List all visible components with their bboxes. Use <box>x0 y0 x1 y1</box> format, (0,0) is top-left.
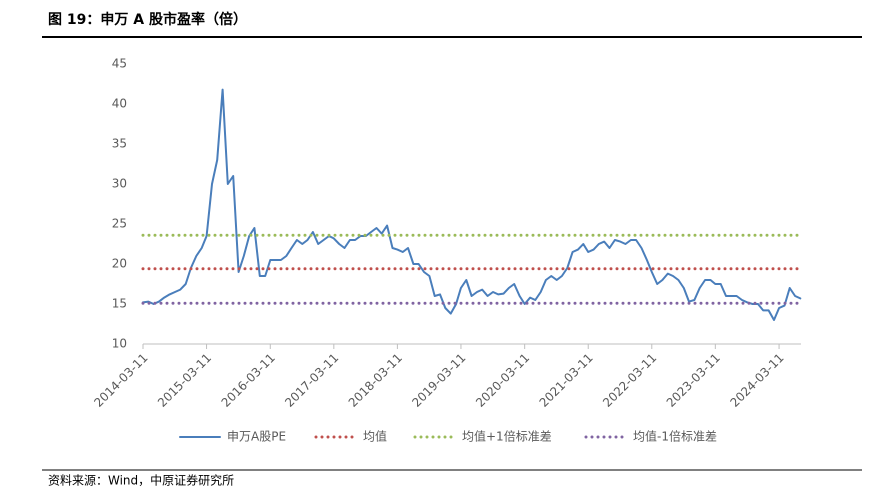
x-tick-label: 2021-03-11 <box>537 351 596 410</box>
x-tick-label: 2024-03-11 <box>727 351 786 410</box>
chart-title: 图 19：申万 A 股市盈率（倍） <box>48 11 247 28</box>
y-tick-label: 45 <box>112 57 127 71</box>
x-tick-label: 2020-03-11 <box>473 351 532 410</box>
legend-label: 均值-1倍标准差 <box>633 429 717 444</box>
x-tick-label: 2015-03-11 <box>155 351 214 410</box>
x-tick-label: 2023-03-11 <box>664 351 723 410</box>
legend-label: 均值+1倍标准差 <box>462 429 552 444</box>
y-tick-label: 20 <box>112 257 127 271</box>
y-tick-label: 10 <box>112 337 127 351</box>
y-tick-label: 25 <box>112 217 127 231</box>
y-tick-label: 15 <box>112 297 127 311</box>
x-tick-label: 2014-03-11 <box>91 351 150 410</box>
legend-label: 申万A股PE <box>227 430 286 444</box>
x-tick-label: 2017-03-11 <box>282 351 341 410</box>
source: 资料来源：Wind，中原证券研究所 <box>48 473 234 488</box>
x-tick-label: 2022-03-11 <box>600 351 659 410</box>
y-tick-label: 40 <box>112 97 127 111</box>
y-tick-label: 35 <box>112 137 127 151</box>
x-tick-label: 2018-03-11 <box>346 351 405 410</box>
x-tick-label: 2019-03-11 <box>409 351 468 410</box>
x-tick-label: 2016-03-11 <box>219 351 278 410</box>
legend-label: 均值 <box>363 429 387 444</box>
series-line <box>142 88 802 321</box>
y-tick-label: 30 <box>112 177 127 191</box>
